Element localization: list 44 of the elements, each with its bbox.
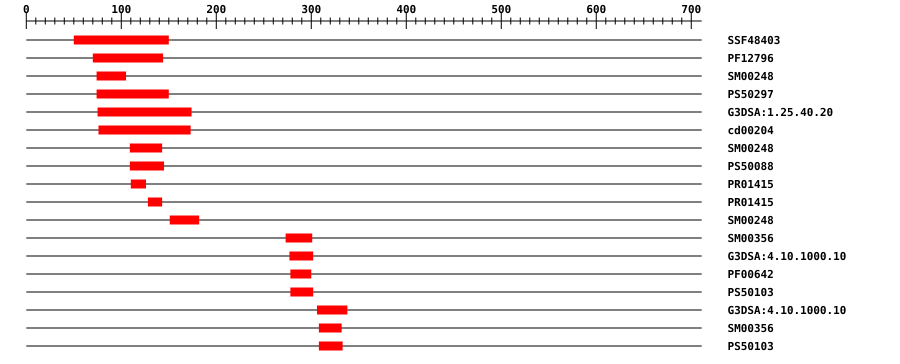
- y-tick-label: SM00248: [728, 144, 774, 152]
- x-tick-label: 100: [112, 4, 131, 14]
- bar: [170, 216, 200, 225]
- y-tick-label: G3DSA:1.25.40.20: [728, 108, 832, 116]
- y-tick-label: G3DSA:4.10.1000.10: [728, 306, 846, 314]
- y-tick-label: PS50103: [728, 288, 774, 296]
- bar: [98, 126, 191, 135]
- bar: [92, 54, 164, 63]
- x-tick-label: 500: [492, 4, 511, 14]
- bar: [316, 306, 348, 315]
- bar: [96, 90, 169, 99]
- bar: [130, 180, 146, 189]
- y-tick-label: PR01415: [728, 180, 773, 188]
- x-tick-label: 200: [207, 4, 226, 14]
- y-tick-label: SSF48403: [728, 36, 780, 44]
- y-tick-label: cd00204: [728, 126, 774, 134]
- y-tick-label: SM00248: [728, 216, 774, 224]
- bar: [286, 234, 312, 243]
- bar: [290, 270, 312, 279]
- x-tick-label: 300: [302, 4, 321, 14]
- y-tick-label: SM00356: [728, 324, 774, 332]
- y-tick-label: PF00642: [728, 270, 773, 278]
- bar: [96, 72, 126, 81]
- bar: [98, 108, 192, 117]
- bar: [130, 162, 164, 171]
- bar: [148, 198, 162, 207]
- y-tick-label: PS50088: [728, 162, 774, 170]
- y-tick-label: PS50297: [728, 90, 773, 98]
- x-tick-label: 700: [682, 4, 700, 14]
- y-tick-label: G3DSA:4.10.1000.10: [728, 252, 846, 260]
- bar: [318, 342, 343, 351]
- bar: [318, 324, 342, 333]
- y-tick-label: SM00248: [728, 72, 774, 80]
- bar: [290, 288, 314, 297]
- y-tick-label: PS50103: [728, 342, 774, 350]
- y-tick-label: PF12796: [728, 54, 774, 62]
- x-tick-label: 600: [587, 4, 606, 14]
- x-tick-label: 400: [396, 4, 416, 14]
- bar: [289, 252, 314, 261]
- y-tick-label: PR01415: [728, 198, 773, 206]
- y-tick-label: SM00356: [728, 234, 774, 242]
- x-tick-label: 0: [24, 4, 29, 14]
- bar: [130, 144, 162, 153]
- bar: [74, 36, 169, 45]
